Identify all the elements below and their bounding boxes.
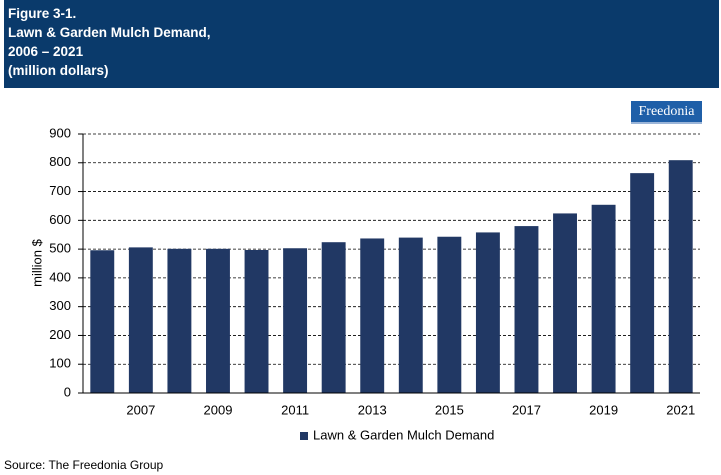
y-tick-label: 0 [64, 384, 71, 399]
logo: Freedonia [631, 101, 702, 124]
y-tick-label: 200 [49, 327, 71, 342]
legend-label: Lawn & Garden Mulch Demand [313, 427, 494, 442]
bar [630, 173, 655, 393]
y-tick-label: 500 [49, 241, 71, 256]
y-tick-label: 900 [49, 125, 71, 140]
bar [591, 204, 616, 393]
header: Figure 3-1. Lawn & Garden Mulch Demand, … [4, 0, 719, 88]
bar [553, 213, 577, 393]
header-line: Lawn & Garden Mulch Demand, [8, 25, 211, 40]
bar [321, 242, 346, 393]
x-tick-label: 2011 [281, 402, 309, 417]
bar [475, 232, 500, 393]
x-tick-label: 2009 [204, 402, 233, 417]
y-tick-label: 400 [49, 269, 71, 284]
bar [360, 238, 385, 393]
bar [398, 237, 423, 393]
x-tick-label: 2021 [666, 402, 695, 417]
bar [283, 248, 308, 393]
y-tick-label: 300 [49, 298, 71, 313]
bar [128, 247, 153, 393]
header-line: Figure 3-1. [8, 6, 77, 21]
bar [514, 226, 539, 393]
bar [244, 249, 269, 393]
legend-swatch [300, 432, 308, 440]
bar [206, 248, 230, 393]
y-tick-label: 100 [49, 356, 71, 371]
y-tick-label: 700 [49, 183, 71, 198]
x-tick-label: 2019 [589, 402, 618, 417]
x-tick-label: 2007 [126, 402, 155, 417]
bar [437, 236, 462, 393]
x-tick-label: 2013 [358, 402, 387, 417]
bar [90, 250, 115, 393]
header-line: 2006 – 2021 [8, 44, 84, 59]
header-line: (million dollars) [8, 63, 109, 78]
y-axis-label: million $ [29, 238, 44, 286]
x-tick-label: 2017 [512, 402, 541, 417]
bar [167, 248, 192, 393]
bar [668, 160, 693, 393]
source: Source: The Freedonia Group [4, 458, 164, 472]
chart: million $ 0 100 200 300 400 500 600 700 800 900 20… [29, 125, 700, 442]
y-tick-label: 600 [49, 212, 71, 227]
y-tick-label: 800 [49, 154, 71, 169]
x-tick-label: 2015 [435, 402, 464, 417]
